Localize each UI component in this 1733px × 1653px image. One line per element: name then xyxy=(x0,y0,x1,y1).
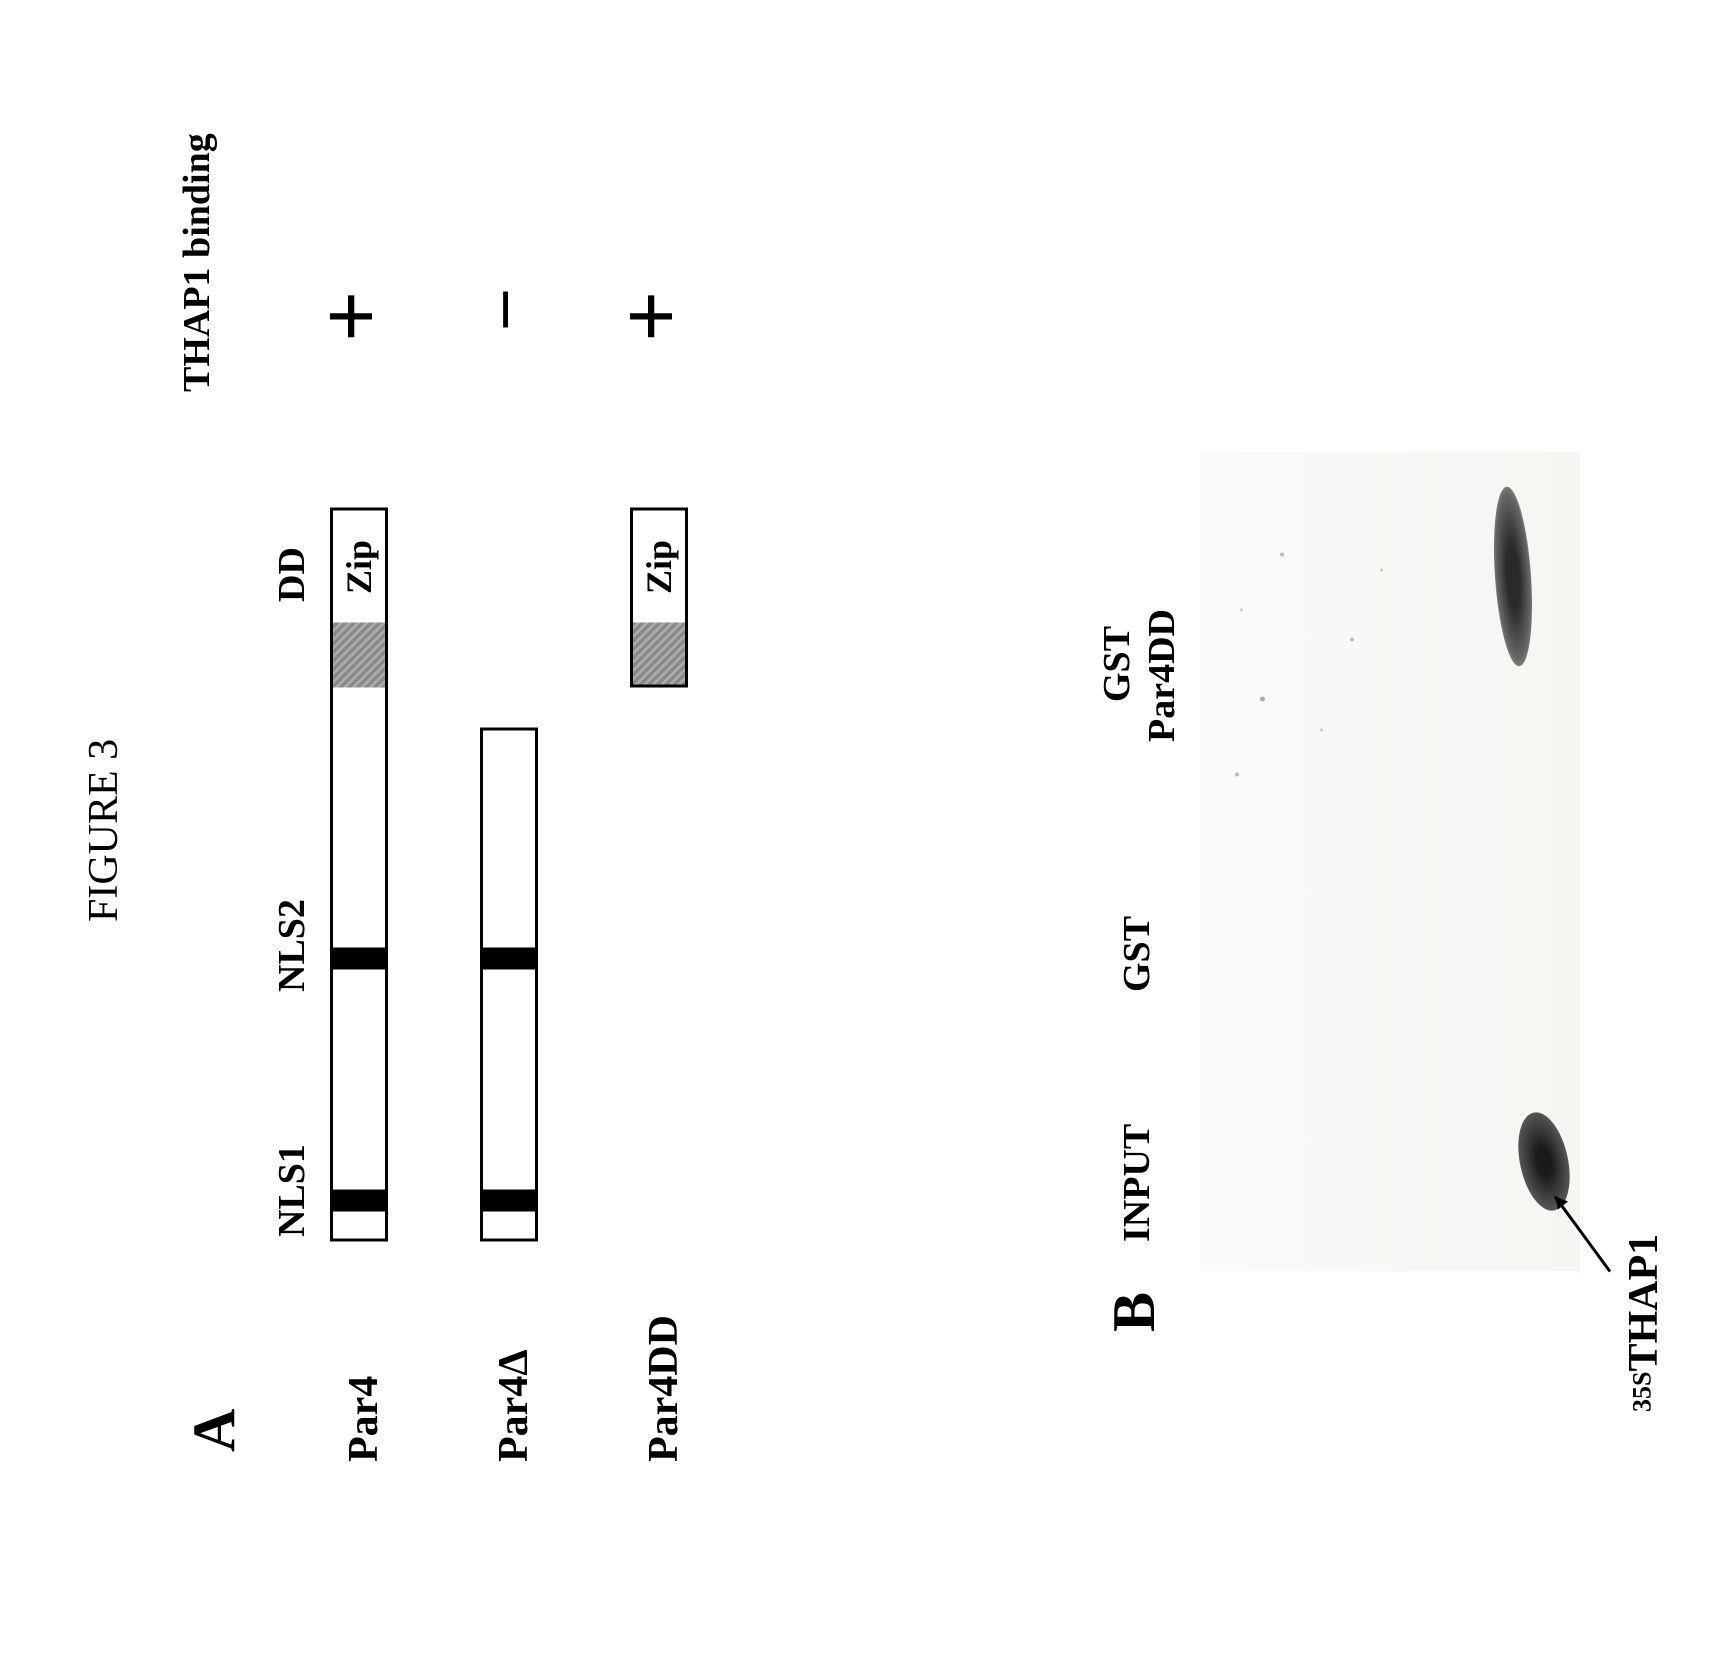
gel-noise xyxy=(1240,609,1243,612)
gel-noise xyxy=(1235,773,1239,777)
gst-par4dd-lane-label-line2: Par4DD xyxy=(1140,609,1184,742)
thap1-name: THAP1 xyxy=(1621,1234,1667,1372)
par4-label: Par4 xyxy=(340,1376,388,1462)
par4dd-bar: Zip xyxy=(630,508,688,688)
thap-arrow xyxy=(1540,1152,1630,1292)
par4dd-label: Par4DD xyxy=(640,1315,688,1462)
par4-bar: Zip xyxy=(330,508,388,1242)
par4dd-zip: Zip xyxy=(630,508,688,623)
figure-canvas: FIGURE 3 A THAP1 binding NLS1 NLS2 DD Pa… xyxy=(0,0,1733,1572)
par4delta-binding: – xyxy=(460,292,540,327)
gel-noise xyxy=(1380,569,1383,572)
gel-noise xyxy=(1260,697,1265,702)
gel-noise xyxy=(1350,638,1354,642)
par4-zip: Zip xyxy=(330,508,388,623)
par4delta-label: Par4Δ xyxy=(490,1349,538,1462)
thap1-isotope: 35S xyxy=(1628,1372,1657,1412)
nls2-label: NLS2 xyxy=(270,899,314,992)
par4-binding: + xyxy=(300,291,403,342)
dd-label: DD xyxy=(270,547,314,602)
binding-header: THAP1 binding xyxy=(175,133,219,392)
gel-noise xyxy=(1320,729,1323,732)
input-lane-label: INPUT xyxy=(1115,1124,1159,1242)
panel-a-letter: A xyxy=(180,1409,249,1452)
panel-b-letter: B xyxy=(1100,1292,1169,1332)
gst-lane-label: GST xyxy=(1115,916,1159,992)
par4delta-bar xyxy=(480,728,538,1242)
gst-par4dd-lane-label-line1: GST xyxy=(1095,626,1139,702)
par4dd-binding: + xyxy=(600,291,703,342)
nls1-label: NLS1 xyxy=(270,1144,314,1237)
figure-title: FIGURE 3 xyxy=(80,739,128,922)
thap1-probe-label: 35STHAP1 xyxy=(1620,1234,1668,1412)
gel-noise xyxy=(1280,553,1284,557)
